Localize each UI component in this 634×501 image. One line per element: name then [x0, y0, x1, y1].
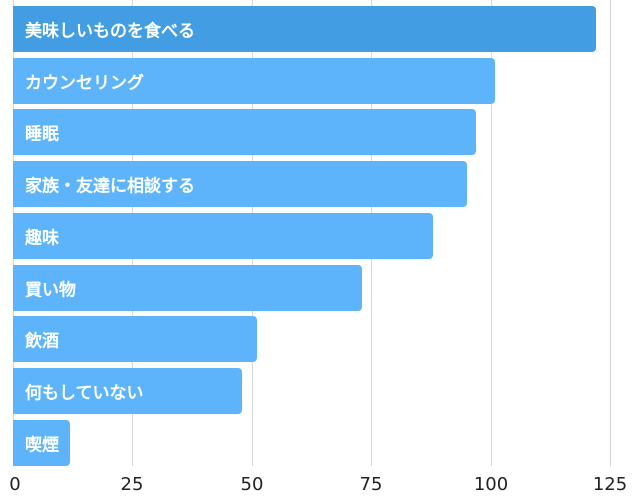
gridline: [610, 0, 611, 466]
bar[interactable]: 喫煙: [13, 419, 70, 466]
x-tick-label: 25: [120, 474, 144, 495]
bar[interactable]: 何もしていない: [13, 367, 242, 414]
x-tick-label: 75: [359, 474, 383, 495]
bar[interactable]: 飲酒: [13, 316, 257, 363]
bar[interactable]: 趣味: [13, 212, 433, 259]
bar-label: 飲酒: [25, 331, 59, 352]
x-tick-label: 0: [9, 474, 21, 495]
bar-label: 買い物: [25, 280, 76, 300]
bar-label: 喫煙: [25, 435, 59, 456]
bar-label: 家族・友達に相談する: [25, 176, 195, 197]
bar[interactable]: 買い物: [13, 264, 362, 311]
x-tick-label: 50: [240, 474, 264, 495]
bar-label: カウンセリング: [25, 73, 144, 94]
bar[interactable]: 美味しいものを食べる: [13, 6, 596, 52]
x-tick-label: 100: [473, 474, 509, 495]
gridline: [491, 0, 492, 466]
bar[interactable]: カウンセリング: [13, 57, 495, 104]
bar-label: 何もしていない: [25, 383, 144, 404]
bar-label: 睡眠: [25, 124, 59, 145]
bar[interactable]: 睡眠: [13, 109, 476, 156]
bar[interactable]: 家族・友達に相談する: [13, 161, 467, 208]
bar-label: 趣味: [25, 228, 59, 249]
bar-label: 美味しいものを食べる: [25, 21, 195, 42]
x-tick-label: 125: [592, 474, 628, 495]
